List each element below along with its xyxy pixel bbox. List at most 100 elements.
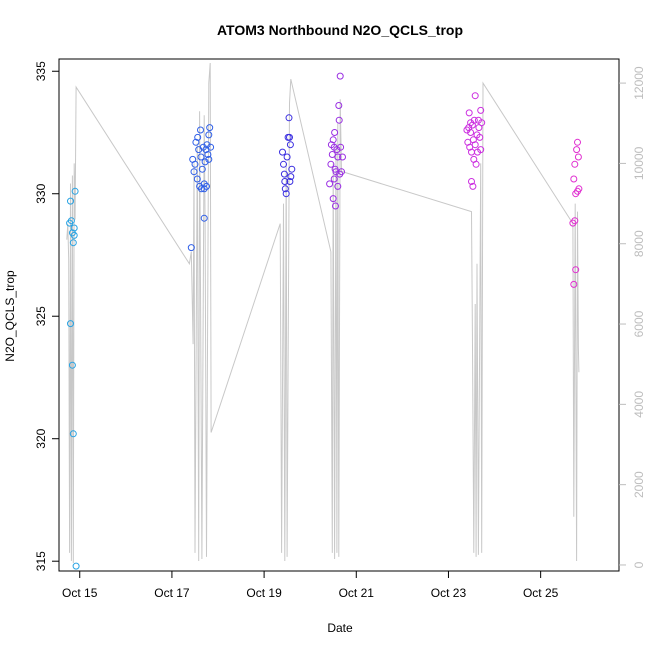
data-point xyxy=(574,153,582,161)
data-point xyxy=(332,202,339,210)
data-point xyxy=(477,146,485,154)
data-point xyxy=(467,129,475,136)
data-points-group xyxy=(66,72,583,570)
data-point xyxy=(192,138,200,146)
data-point xyxy=(285,114,293,122)
data-point xyxy=(477,106,485,114)
data-point xyxy=(191,160,199,168)
data-point xyxy=(72,562,80,570)
data-point xyxy=(67,217,75,225)
data-point xyxy=(286,133,293,141)
data-point xyxy=(280,170,288,178)
data-point xyxy=(193,175,201,183)
data-point xyxy=(335,102,343,109)
data-point xyxy=(336,72,344,80)
data-point xyxy=(574,138,581,146)
data-point xyxy=(71,187,79,195)
data-point xyxy=(339,153,346,161)
data-point xyxy=(288,165,296,173)
data-point xyxy=(281,185,289,193)
data-point xyxy=(67,320,74,328)
data-point xyxy=(69,239,77,247)
data-point xyxy=(472,160,480,168)
y2-tick-label: 12000 xyxy=(632,66,646,100)
data-point xyxy=(197,153,205,161)
data-point xyxy=(570,175,578,183)
data-point xyxy=(69,430,77,438)
y2-tick-label: 0 xyxy=(632,561,646,568)
y2-tick-label: 10000 xyxy=(632,146,646,180)
data-point xyxy=(204,151,212,158)
data-point xyxy=(478,119,486,127)
data-point xyxy=(68,361,76,369)
plot-frame xyxy=(58,58,620,572)
y2-tick-label: 2000 xyxy=(632,471,646,498)
data-point xyxy=(335,116,343,124)
x-tick-label: Oct 21 xyxy=(339,586,375,600)
chart-title: ATOM3 Northbound N2O_QCLS_trop xyxy=(217,22,463,38)
data-point xyxy=(572,266,580,274)
data-point xyxy=(329,136,337,144)
y-tick-label: 320 xyxy=(34,428,48,448)
data-point xyxy=(194,133,202,141)
data-point xyxy=(67,197,74,205)
altitude-line xyxy=(66,62,580,564)
x-tick-label: Oct 15 xyxy=(62,586,98,600)
data-point xyxy=(205,131,213,139)
data-point xyxy=(281,178,289,185)
data-point xyxy=(471,141,479,149)
y-axis-label: N2O_QCLS_trop xyxy=(3,270,17,362)
data-point xyxy=(280,160,287,168)
data-point xyxy=(283,153,291,161)
x-axis-label: Date xyxy=(327,621,353,635)
x-tick-label: Oct 25 xyxy=(523,586,559,600)
data-point xyxy=(570,280,578,288)
data-point xyxy=(282,190,290,198)
data-point xyxy=(205,155,213,163)
data-point xyxy=(190,168,198,176)
y-tick-label: 330 xyxy=(34,183,48,203)
y2-tick-label: 6000 xyxy=(632,310,646,337)
data-point xyxy=(330,143,338,151)
data-point xyxy=(187,244,195,252)
data-point xyxy=(465,109,473,117)
data-point xyxy=(469,136,477,144)
y-tick-label: 325 xyxy=(34,306,48,326)
data-point xyxy=(327,160,335,168)
data-point xyxy=(328,151,336,158)
x-tick-label: Oct 23 xyxy=(431,586,467,600)
data-point xyxy=(334,182,342,190)
data-point xyxy=(326,180,334,188)
data-point xyxy=(469,182,477,190)
y2-tick-label: 4000 xyxy=(632,391,646,418)
data-point xyxy=(200,214,208,222)
altitude-trace-group xyxy=(66,62,580,564)
data-point xyxy=(329,195,337,203)
x-tick-label: Oct 17 xyxy=(154,586,190,600)
data-point xyxy=(334,153,342,161)
y-tick-label: 335 xyxy=(34,61,48,81)
y-tick-label: 315 xyxy=(34,551,48,571)
data-point xyxy=(476,133,484,141)
data-point xyxy=(206,124,214,132)
data-point xyxy=(286,178,294,185)
data-point xyxy=(571,160,579,168)
data-point xyxy=(338,168,345,176)
data-point xyxy=(200,185,208,193)
data-point xyxy=(70,231,78,239)
y2-tick-label: 8000 xyxy=(632,230,646,257)
data-point xyxy=(573,146,581,154)
data-point xyxy=(331,129,339,136)
x-tick-label: Oct 19 xyxy=(246,586,282,600)
data-point xyxy=(571,217,579,225)
data-point xyxy=(198,165,206,173)
data-point xyxy=(207,143,215,151)
axes-group: Oct 15 Oct 17 Oct 19 Oct 21 Oct 23 Oct 25 315 3… xyxy=(34,58,646,600)
data-point xyxy=(287,173,295,181)
data-point xyxy=(468,178,475,185)
data-point xyxy=(466,143,474,151)
data-point xyxy=(471,92,479,100)
data-point xyxy=(197,126,204,134)
data-point xyxy=(575,185,583,193)
